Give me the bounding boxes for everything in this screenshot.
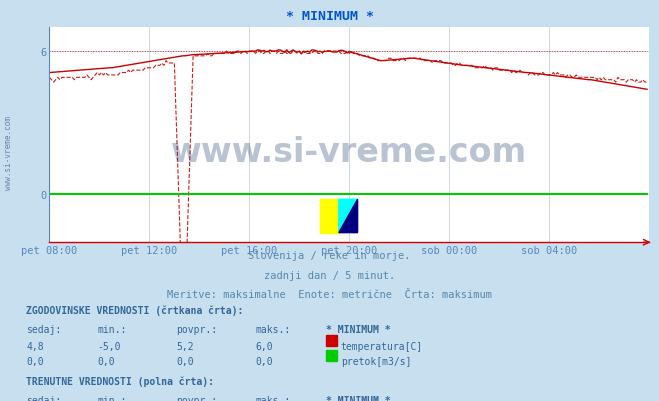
Text: Slovenija / reke in morje.: Slovenija / reke in morje. (248, 251, 411, 261)
Text: pretok[m3/s]: pretok[m3/s] (341, 356, 411, 366)
Text: povpr.:: povpr.: (177, 324, 217, 334)
Text: www.si-vreme.com: www.si-vreme.com (171, 136, 527, 169)
Text: 0,0: 0,0 (177, 356, 194, 366)
Bar (320, 200, 339, 233)
Text: sedaj:: sedaj: (26, 324, 61, 334)
Text: maks.:: maks.: (256, 324, 291, 334)
Text: sedaj:: sedaj: (26, 395, 61, 401)
Text: * MINIMUM *: * MINIMUM * (326, 324, 391, 334)
Text: 5,2: 5,2 (177, 341, 194, 351)
Text: 6,0: 6,0 (256, 341, 273, 351)
Text: 4,8: 4,8 (26, 341, 44, 351)
Text: TRENUTNE VREDNOSTI (polna črta):: TRENUTNE VREDNOSTI (polna črta): (26, 375, 214, 386)
Text: maks.:: maks.: (256, 395, 291, 401)
Text: -5,0: -5,0 (98, 341, 121, 351)
Polygon shape (339, 200, 358, 233)
Text: * MINIMUM *: * MINIMUM * (326, 395, 391, 401)
Text: min.:: min.: (98, 395, 127, 401)
Text: 0,0: 0,0 (98, 356, 115, 366)
Text: www.si-vreme.com: www.si-vreme.com (4, 115, 13, 189)
Text: povpr.:: povpr.: (177, 395, 217, 401)
Text: 0,0: 0,0 (26, 356, 44, 366)
Text: min.:: min.: (98, 324, 127, 334)
Text: zadnji dan / 5 minut.: zadnji dan / 5 minut. (264, 270, 395, 280)
Text: temperatura[C]: temperatura[C] (341, 341, 423, 351)
Text: Meritve: maksimalne  Enote: metrične  Črta: maksimum: Meritve: maksimalne Enote: metrične Črta… (167, 289, 492, 299)
Polygon shape (339, 200, 358, 233)
Text: ZGODOVINSKE VREDNOSTI (črtkana črta):: ZGODOVINSKE VREDNOSTI (črtkana črta): (26, 305, 244, 315)
Text: * MINIMUM *: * MINIMUM * (285, 10, 374, 23)
Text: 0,0: 0,0 (256, 356, 273, 366)
